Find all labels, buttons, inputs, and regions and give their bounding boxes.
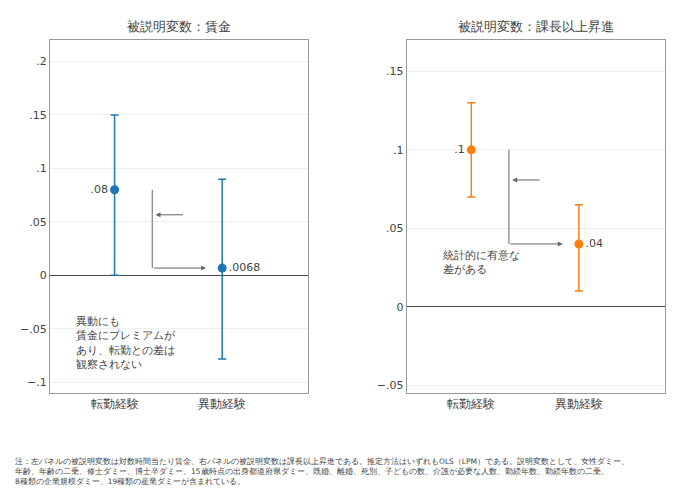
svg-text:.1: .1 — [393, 144, 404, 157]
svg-text:被説明変数：課長以上昇進: 被説明変数：課長以上昇進 — [458, 19, 614, 34]
svg-text:被説明変数：賃金: 被説明変数：賃金 — [127, 19, 231, 34]
svg-text:.15: .15 — [29, 109, 47, 122]
svg-text:−.1: −.1 — [27, 376, 47, 389]
svg-text:注：左パネルの被説明変数は対数時間当たり賃金、右パネルの被説: 注：左パネルの被説明変数は対数時間当たり賃金、右パネルの被説明変数は課長以上昇進… — [15, 457, 629, 486]
svg-text:.15: .15 — [386, 65, 404, 78]
svg-text:.05: .05 — [29, 216, 47, 229]
svg-text:転勤経験: 転勤経験 — [91, 397, 139, 411]
svg-text:.08: .08 — [90, 183, 108, 196]
svg-text:0: 0 — [40, 269, 47, 282]
svg-text:.04: .04 — [586, 237, 604, 250]
svg-text:.0068: .0068 — [229, 261, 261, 274]
svg-text:転勤経験: 転勤経験 — [447, 397, 495, 411]
svg-text:統計的に有意な差がある: 統計的に有意な差がある — [443, 249, 520, 276]
svg-text:.1: .1 — [454, 143, 465, 156]
svg-text:.2: .2 — [36, 55, 47, 68]
svg-text:異動経験: 異動経験 — [198, 397, 246, 411]
svg-text:異動経験: 異動経験 — [555, 397, 603, 411]
svg-text:異動にも賃金にプレミアムがあり、転勤との差は観察されない: 異動にも賃金にプレミアムがあり、転勤との差は観察されない — [76, 315, 176, 371]
svg-text:−.05: −.05 — [377, 379, 404, 392]
svg-text:0: 0 — [397, 301, 404, 314]
svg-text:.1: .1 — [36, 162, 47, 175]
svg-text:−.05: −.05 — [20, 323, 47, 336]
svg-text:.05: .05 — [386, 222, 404, 235]
